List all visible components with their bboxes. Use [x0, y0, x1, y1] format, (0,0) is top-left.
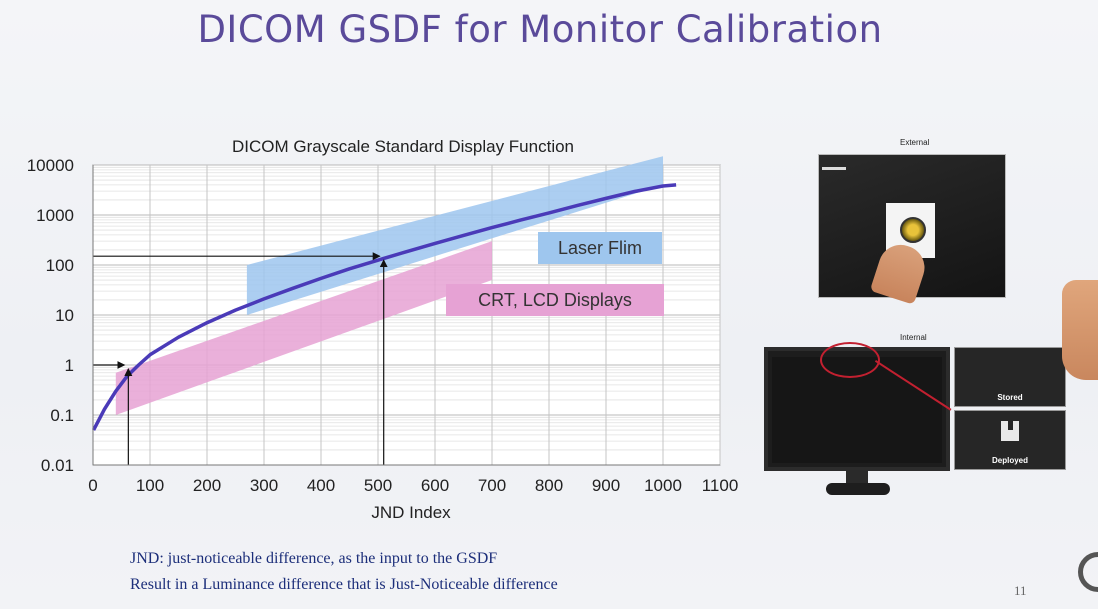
chart-band-labels: Laser Flim CRT, LCD Displays: [446, 232, 664, 316]
x-tick-label: 800: [535, 476, 563, 495]
internal-photo-label: Internal: [900, 333, 927, 342]
y-tick-label: 1000: [36, 206, 74, 225]
band-label-bg: [446, 284, 664, 316]
external-calibration-photo: [818, 154, 1006, 305]
screen-bar: [822, 167, 846, 170]
x-tick-label: 100: [136, 476, 164, 495]
x-axis-label: JND Index: [371, 503, 451, 522]
x-tick-label: 200: [193, 476, 221, 495]
deployed-notch: [1008, 421, 1013, 430]
monitor-stand-base: [826, 483, 890, 495]
y-tick-label: 100: [46, 256, 74, 275]
deployed-sensor-icon: [1001, 421, 1019, 441]
chart-lines: [92, 183, 677, 431]
x-tick-label: 0: [88, 476, 97, 495]
x-tick-label: 900: [592, 476, 620, 495]
sensor-highlight-circle: [820, 342, 880, 378]
monitor-stand-neck: [846, 470, 868, 484]
chart-annotations: [93, 252, 388, 465]
band-label-bg: [538, 232, 662, 264]
footnote-jnd-definition: JND: just-noticeable difference, as the …: [130, 550, 498, 567]
band-crt-lcd: [115, 241, 493, 415]
external-photo-label: External: [900, 138, 930, 147]
x-tick-label: 1100: [702, 476, 739, 495]
y-tick-label: 0.01: [41, 456, 74, 475]
chart-title: DICOM Grayscale Standard Display Functio…: [232, 137, 574, 156]
gsdf-curve: [92, 183, 677, 431]
x-tick-label: 700: [478, 476, 506, 495]
deployed-panel: Deployed: [954, 410, 1066, 470]
x-tick-label: 300: [250, 476, 278, 495]
presenter-hand: [1062, 280, 1098, 380]
x-tick-label: 500: [364, 476, 392, 495]
y-tick-label: 10: [55, 306, 74, 325]
band-laser-film: [246, 156, 663, 315]
chart-axes: 0 100 200 300 400 500 600 700 800 900 1000 11000.01…: [27, 156, 739, 495]
gsdf-chart: DICOM Grayscale Standard Display Functio…: [27, 137, 739, 522]
y-tick-label: 0.1: [50, 406, 74, 425]
footnote-luminance-result: Result in a Luminance difference that is…: [130, 576, 558, 593]
sensor-icon: [900, 217, 926, 243]
x-tick-label: 400: [307, 476, 335, 495]
x-tick-label: 600: [421, 476, 449, 495]
y-tick-label: 10000: [27, 156, 74, 175]
stored-label: Stored: [997, 393, 1023, 402]
deployed-label: Deployed: [991, 456, 1028, 465]
slide-title: DICOM GSDF for Monitor Calibration: [197, 8, 883, 51]
chart-bands: [115, 156, 663, 415]
band-label: CRT, LCD Displays: [478, 290, 632, 310]
x-tick-label: 1000: [644, 476, 682, 495]
band-label: Laser Flim: [558, 238, 642, 258]
corner-ring-icon: [1078, 552, 1098, 592]
page-number: 11: [1014, 583, 1027, 598]
y-tick-label: 1: [65, 356, 74, 375]
stored-panel: Stored: [954, 347, 1066, 407]
